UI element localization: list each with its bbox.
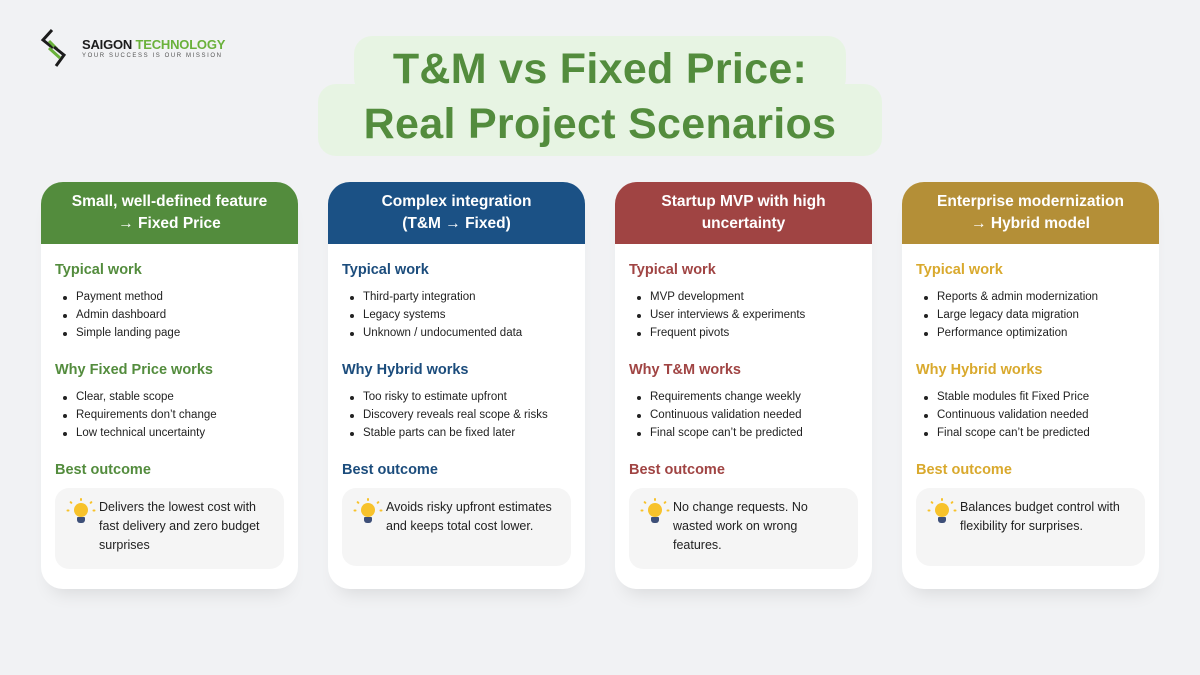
list-item: Low technical uncertainty	[61, 424, 284, 442]
best-outcome-box: Balances budget control with flexibility…	[916, 488, 1145, 566]
list-item: Payment method	[61, 288, 284, 306]
why-works-list: Stable modules fit Fixed Price Continuou…	[916, 388, 1145, 442]
best-outcome-box: No change requests. No wasted work on wr…	[629, 488, 858, 569]
typical-work-title: Typical work	[629, 262, 716, 278]
list-item: Reports & admin modernization	[922, 288, 1145, 306]
best-outcome-text: No change requests. No wasted work on wr…	[673, 500, 808, 552]
card-header: Enterprise modernization → Hybrid model	[902, 182, 1159, 244]
list-item: Frequent pivots	[635, 324, 858, 342]
list-item: Final scope can’t be predicted	[635, 424, 858, 442]
list-item: Admin dashboard	[61, 306, 284, 324]
list-item: User interviews & experiments	[635, 306, 858, 324]
lightbulb-icon	[639, 498, 670, 528]
scenario-card-enterprise-modernization: Enterprise modernization → Hybrid model …	[902, 182, 1159, 589]
list-item: Too risky to estimate upfront	[348, 388, 571, 406]
title-line-1: T&M vs Fixed Price:	[392, 45, 808, 93]
list-item: Stable modules fit Fixed Price	[922, 388, 1145, 406]
list-item: MVP development	[635, 288, 858, 306]
card-header: Small, well-defined feature → Fixed Pric…	[41, 182, 298, 244]
title-line-2: Real Project Scenarios	[363, 100, 837, 148]
best-outcome-box: Delivers the lowest cost with fast deliv…	[55, 488, 284, 569]
typical-work-list: Third-party integration Legacy systems U…	[342, 288, 571, 342]
why-works-title: Why Fixed Price works	[55, 362, 213, 378]
list-item: Discovery reveals real scope & risks	[348, 406, 571, 424]
page-title: T&M vs Fixed Price: Real Project Scenari…	[318, 36, 882, 156]
why-works-title: Why Hybrid works	[342, 362, 469, 378]
list-item: Stable parts can be fixed later	[348, 424, 571, 442]
why-works-list: Clear, stable scope Requirements don’t c…	[55, 388, 284, 442]
logo-name: SAIGON TECHNOLOGY	[82, 36, 226, 52]
card-header: Complex integration (T&M → Fixed)	[328, 182, 585, 244]
scenario-cards: Small, well-defined feature → Fixed Pric…	[41, 182, 1159, 589]
list-item: Final scope can’t be predicted	[922, 424, 1145, 442]
list-item: Requirements change weekly	[635, 388, 858, 406]
best-outcome-text: Balances budget control with flexibility…	[960, 500, 1120, 533]
company-logo: SAIGON TECHNOLOGY YOUR SUCCESS IS OUR MI…	[40, 28, 225, 68]
list-item: Third-party integration	[348, 288, 571, 306]
list-item: Large legacy data migration	[922, 306, 1145, 324]
list-item: Requirements don’t change	[61, 406, 284, 424]
typical-work-list: Reports & admin modernization Large lega…	[916, 288, 1145, 342]
best-outcome-title: Best outcome	[342, 462, 438, 478]
list-item: Performance optimization	[922, 324, 1145, 342]
best-outcome-text: Avoids risky upfront estimates and keeps…	[386, 500, 552, 533]
list-item: Legacy systems	[348, 306, 571, 324]
list-item: Unknown / undocumented data	[348, 324, 571, 342]
typical-work-list: MVP development User interviews & experi…	[629, 288, 858, 342]
list-item: Continuous validation needed	[922, 406, 1145, 424]
scenario-card-complex-integration: Complex integration (T&M → Fixed) Typica…	[328, 182, 585, 589]
why-works-list: Requirements change weekly Continuous va…	[629, 388, 858, 442]
typical-work-title: Typical work	[55, 262, 142, 278]
why-works-list: Too risky to estimate upfront Discovery …	[342, 388, 571, 442]
lightbulb-icon	[65, 498, 96, 528]
card-header: Startup MVP with high uncertainty	[615, 182, 872, 244]
best-outcome-title: Best outcome	[916, 462, 1012, 478]
why-works-title: Why T&M works	[629, 362, 741, 378]
list-item: Continuous validation needed	[635, 406, 858, 424]
best-outcome-text: Delivers the lowest cost with fast deliv…	[99, 500, 260, 552]
typical-work-title: Typical work	[916, 262, 1003, 278]
why-works-title: Why Hybrid works	[916, 362, 1043, 378]
list-item: Simple landing page	[61, 324, 284, 342]
best-outcome-box: Avoids risky upfront estimates and keeps…	[342, 488, 571, 566]
logo-mark-icon	[40, 28, 67, 67]
scenario-card-startup-mvp: Startup MVP with high uncertainty Typica…	[615, 182, 872, 589]
logo-tagline: YOUR SUCCESS IS OUR MISSION	[82, 52, 223, 59]
list-item: Clear, stable scope	[61, 388, 284, 406]
typical-work-title: Typical work	[342, 262, 429, 278]
best-outcome-title: Best outcome	[629, 462, 725, 478]
best-outcome-title: Best outcome	[55, 462, 151, 478]
lightbulb-icon	[926, 498, 957, 528]
lightbulb-icon	[352, 498, 383, 528]
typical-work-list: Payment method Admin dashboard Simple la…	[55, 288, 284, 342]
scenario-card-fixed-price: Small, well-defined feature → Fixed Pric…	[41, 182, 298, 589]
